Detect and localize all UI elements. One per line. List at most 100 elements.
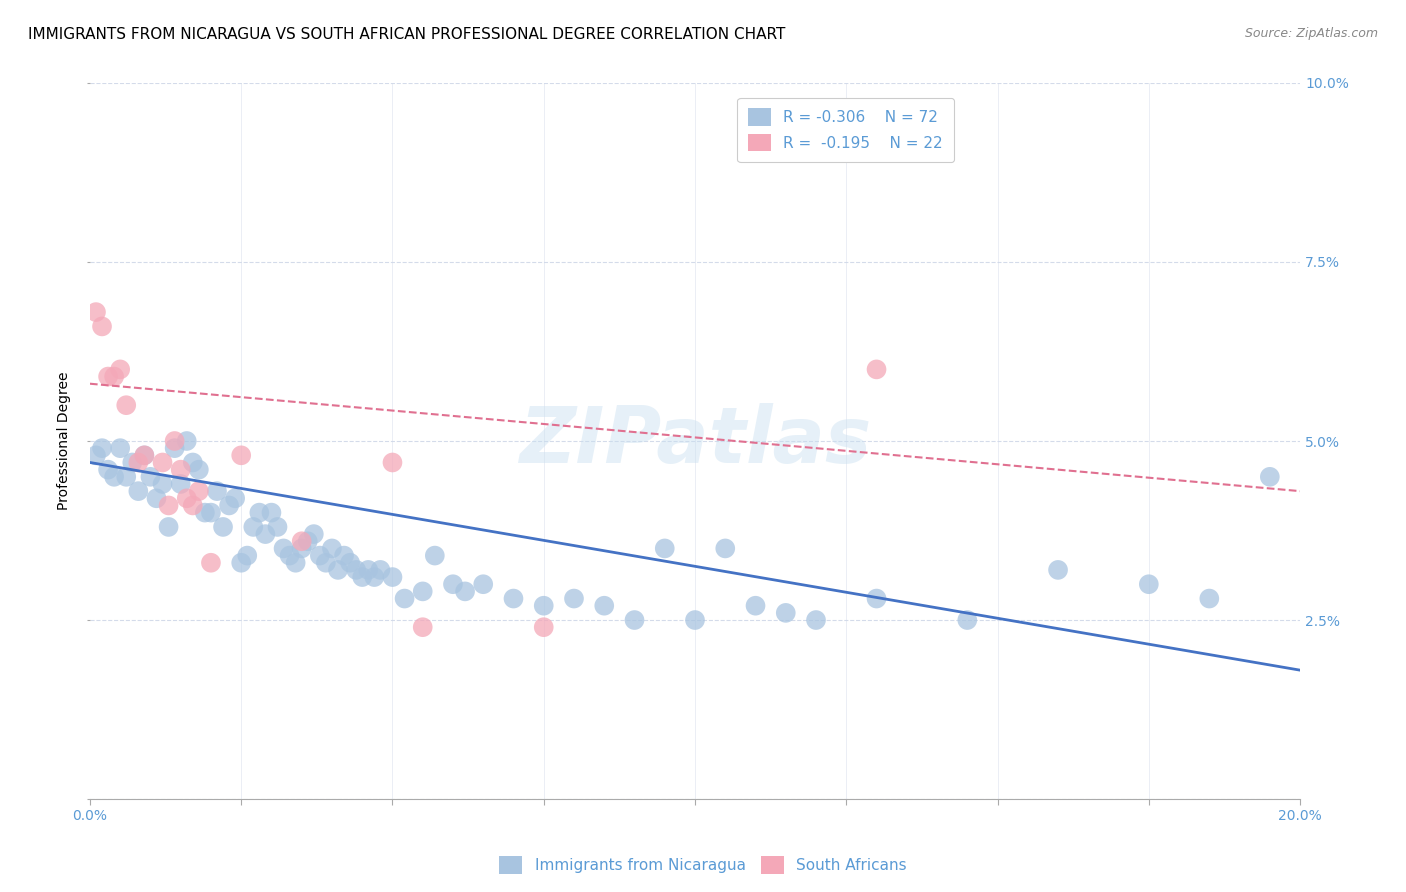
Point [181,499,204,513]
Point [326,563,349,577]
Point [97,369,120,384]
Point [266,520,288,534]
Point [157,520,180,534]
Legend: Immigrants from Nicaragua, South Africans: Immigrants from Nicaragua, South African… [494,850,912,880]
Point [562,591,585,606]
Point [212,520,235,534]
Point [308,549,330,563]
Point [236,549,259,563]
Point [163,434,186,448]
Point [108,362,131,376]
Legend: R = -0.306    N = 72, R =  -0.195    N = 22: R = -0.306 N = 72, R = -0.195 N = 22 [738,98,953,162]
Point [163,441,186,455]
Point [1258,470,1281,484]
Point [84,448,107,462]
Point [273,541,295,556]
Point [357,563,380,577]
Point [297,534,319,549]
Point [1137,577,1160,591]
Point [157,499,180,513]
Point [103,369,125,384]
Point [623,613,645,627]
Point [472,577,495,591]
Point [865,362,887,376]
Point [423,549,446,563]
Point [804,613,827,627]
Point [533,620,555,634]
Point [344,563,367,577]
Point [865,591,887,606]
Point [170,477,193,491]
Text: Source: ZipAtlas.com: Source: ZipAtlas.com [1244,27,1378,40]
Point [170,463,193,477]
Point [205,484,228,499]
Point [108,441,131,455]
Point [363,570,385,584]
Point [97,463,120,477]
Point [533,599,555,613]
Point [84,305,107,319]
Point [1198,591,1220,606]
Point [744,599,766,613]
Point [134,448,156,462]
Point [176,491,198,506]
Point [224,491,246,506]
Point [381,455,404,469]
Point [291,541,314,556]
Point [381,570,404,584]
Point [127,455,149,469]
Point [121,455,143,469]
Point [352,570,374,584]
Point [775,606,797,620]
Text: ZIPatlas: ZIPatlas [519,403,872,479]
Point [254,527,277,541]
Point [278,549,301,563]
Point [454,584,477,599]
Point [714,541,737,556]
Point [260,506,283,520]
Point [187,484,209,499]
Y-axis label: Professional Degree: Professional Degree [58,372,72,510]
Point [502,591,524,606]
Point [370,563,392,577]
Point [956,613,979,627]
Point [176,434,198,448]
Point [127,484,149,499]
Point [115,398,138,412]
Point [242,520,264,534]
Point [231,556,253,570]
Point [200,506,222,520]
Point [231,448,253,462]
Point [152,477,174,491]
Point [194,506,217,520]
Point [593,599,616,613]
Point [115,470,138,484]
Point [187,463,209,477]
Point [412,620,434,634]
Point [247,506,270,520]
Point [683,613,706,627]
Point [152,455,174,469]
Point [291,534,314,549]
Point [321,541,343,556]
Point [441,577,464,591]
Point [91,319,114,334]
Point [91,441,114,455]
Point [200,556,222,570]
Text: IMMIGRANTS FROM NICARAGUA VS SOUTH AFRICAN PROFESSIONAL DEGREE CORRELATION CHART: IMMIGRANTS FROM NICARAGUA VS SOUTH AFRIC… [28,27,786,42]
Point [394,591,416,606]
Point [654,541,676,556]
Point [134,448,156,462]
Point [333,549,356,563]
Point [103,470,125,484]
Point [218,499,240,513]
Point [315,556,337,570]
Point [284,556,307,570]
Point [339,556,361,570]
Point [302,527,325,541]
Point [139,470,162,484]
Point [1047,563,1070,577]
Point [181,455,204,469]
Point [412,584,434,599]
Point [145,491,167,506]
